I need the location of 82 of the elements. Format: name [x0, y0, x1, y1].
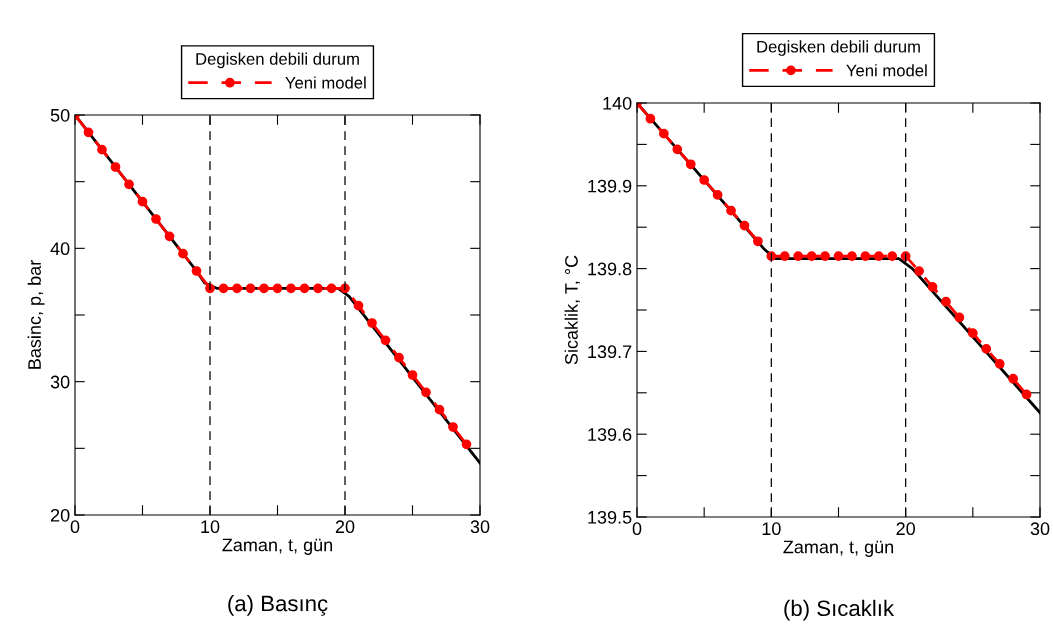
point [806, 251, 817, 262]
point [110, 162, 121, 172]
x-tick-label: 10 [762, 522, 781, 536]
point [954, 312, 965, 323]
x-tick-label: 30 [1030, 522, 1050, 536]
legend-label: Yeni model [846, 64, 927, 77]
x-axis-title: Zaman, t, gün [222, 538, 333, 555]
point [461, 439, 472, 450]
point [394, 352, 404, 363]
point [97, 144, 107, 155]
point [699, 175, 710, 185]
y-axis-title: Basinc, p, bar [27, 260, 45, 369]
y-tick-label: 50 [50, 108, 70, 122]
y-tick-label: 140 [603, 96, 632, 110]
y-tick-label: 139.9 [588, 179, 632, 193]
y-axis-title: Sicaklik, T, °C [564, 255, 580, 365]
y-tick-label: 139.6 [588, 428, 632, 441]
point [712, 190, 723, 200]
point [659, 128, 669, 139]
point [286, 283, 296, 294]
point [434, 404, 445, 415]
text: (b) Sıcaklık [784, 599, 895, 621]
point [833, 251, 844, 262]
point [245, 283, 256, 294]
point [353, 300, 364, 311]
point [124, 179, 134, 190]
point [137, 196, 148, 207]
point [873, 251, 884, 262]
point [739, 220, 750, 231]
y-tick-label: 139.5 [588, 510, 632, 524]
point [645, 113, 656, 124]
y-tick-label: 139.7 [588, 345, 632, 359]
point [83, 127, 94, 138]
point [981, 344, 992, 354]
point [380, 335, 391, 346]
point [259, 283, 269, 294]
point [164, 231, 175, 242]
x-tick-label: 20 [896, 522, 915, 536]
point [994, 358, 1005, 369]
x-axis-title: Zaman, t, gün [783, 540, 894, 557]
point [218, 283, 229, 294]
point [178, 248, 188, 259]
point [860, 251, 871, 262]
point [927, 281, 938, 292]
point [326, 283, 337, 294]
y-tick-label: 40 [50, 242, 70, 256]
point [151, 214, 161, 224]
point [685, 159, 696, 170]
point [313, 283, 323, 294]
legend-label: Yeni model [285, 76, 366, 89]
y-tick-label: 30 [50, 375, 70, 389]
point [726, 205, 736, 216]
x-tick-label: 20 [335, 520, 355, 534]
point [967, 328, 978, 339]
point [941, 296, 951, 307]
point [753, 236, 763, 247]
point [407, 370, 418, 380]
point [672, 144, 683, 155]
point [448, 422, 458, 432]
x-tick-label: 30 [470, 520, 490, 534]
legend-title: Degisken debili durum [196, 52, 359, 69]
y-tick-label: 20 [50, 508, 70, 522]
point [1008, 373, 1018, 384]
point [793, 251, 804, 262]
point [847, 251, 857, 262]
legend-title: Degisken debili durum [757, 40, 920, 56]
point [299, 283, 310, 294]
point [1021, 389, 1032, 400]
x-tick-label: 0 [70, 520, 80, 534]
x-tick-label: 10 [201, 520, 220, 534]
point [232, 283, 242, 294]
point [887, 251, 898, 262]
point [779, 251, 790, 262]
point [820, 251, 830, 262]
point [272, 283, 283, 294]
point [914, 266, 924, 276]
x-tick-label: 0 [632, 522, 642, 536]
y-tick-label: 139.8 [588, 262, 632, 276]
point [191, 266, 202, 276]
point [367, 318, 377, 328]
text: (a) Basınç [228, 595, 328, 616]
point [421, 387, 431, 398]
